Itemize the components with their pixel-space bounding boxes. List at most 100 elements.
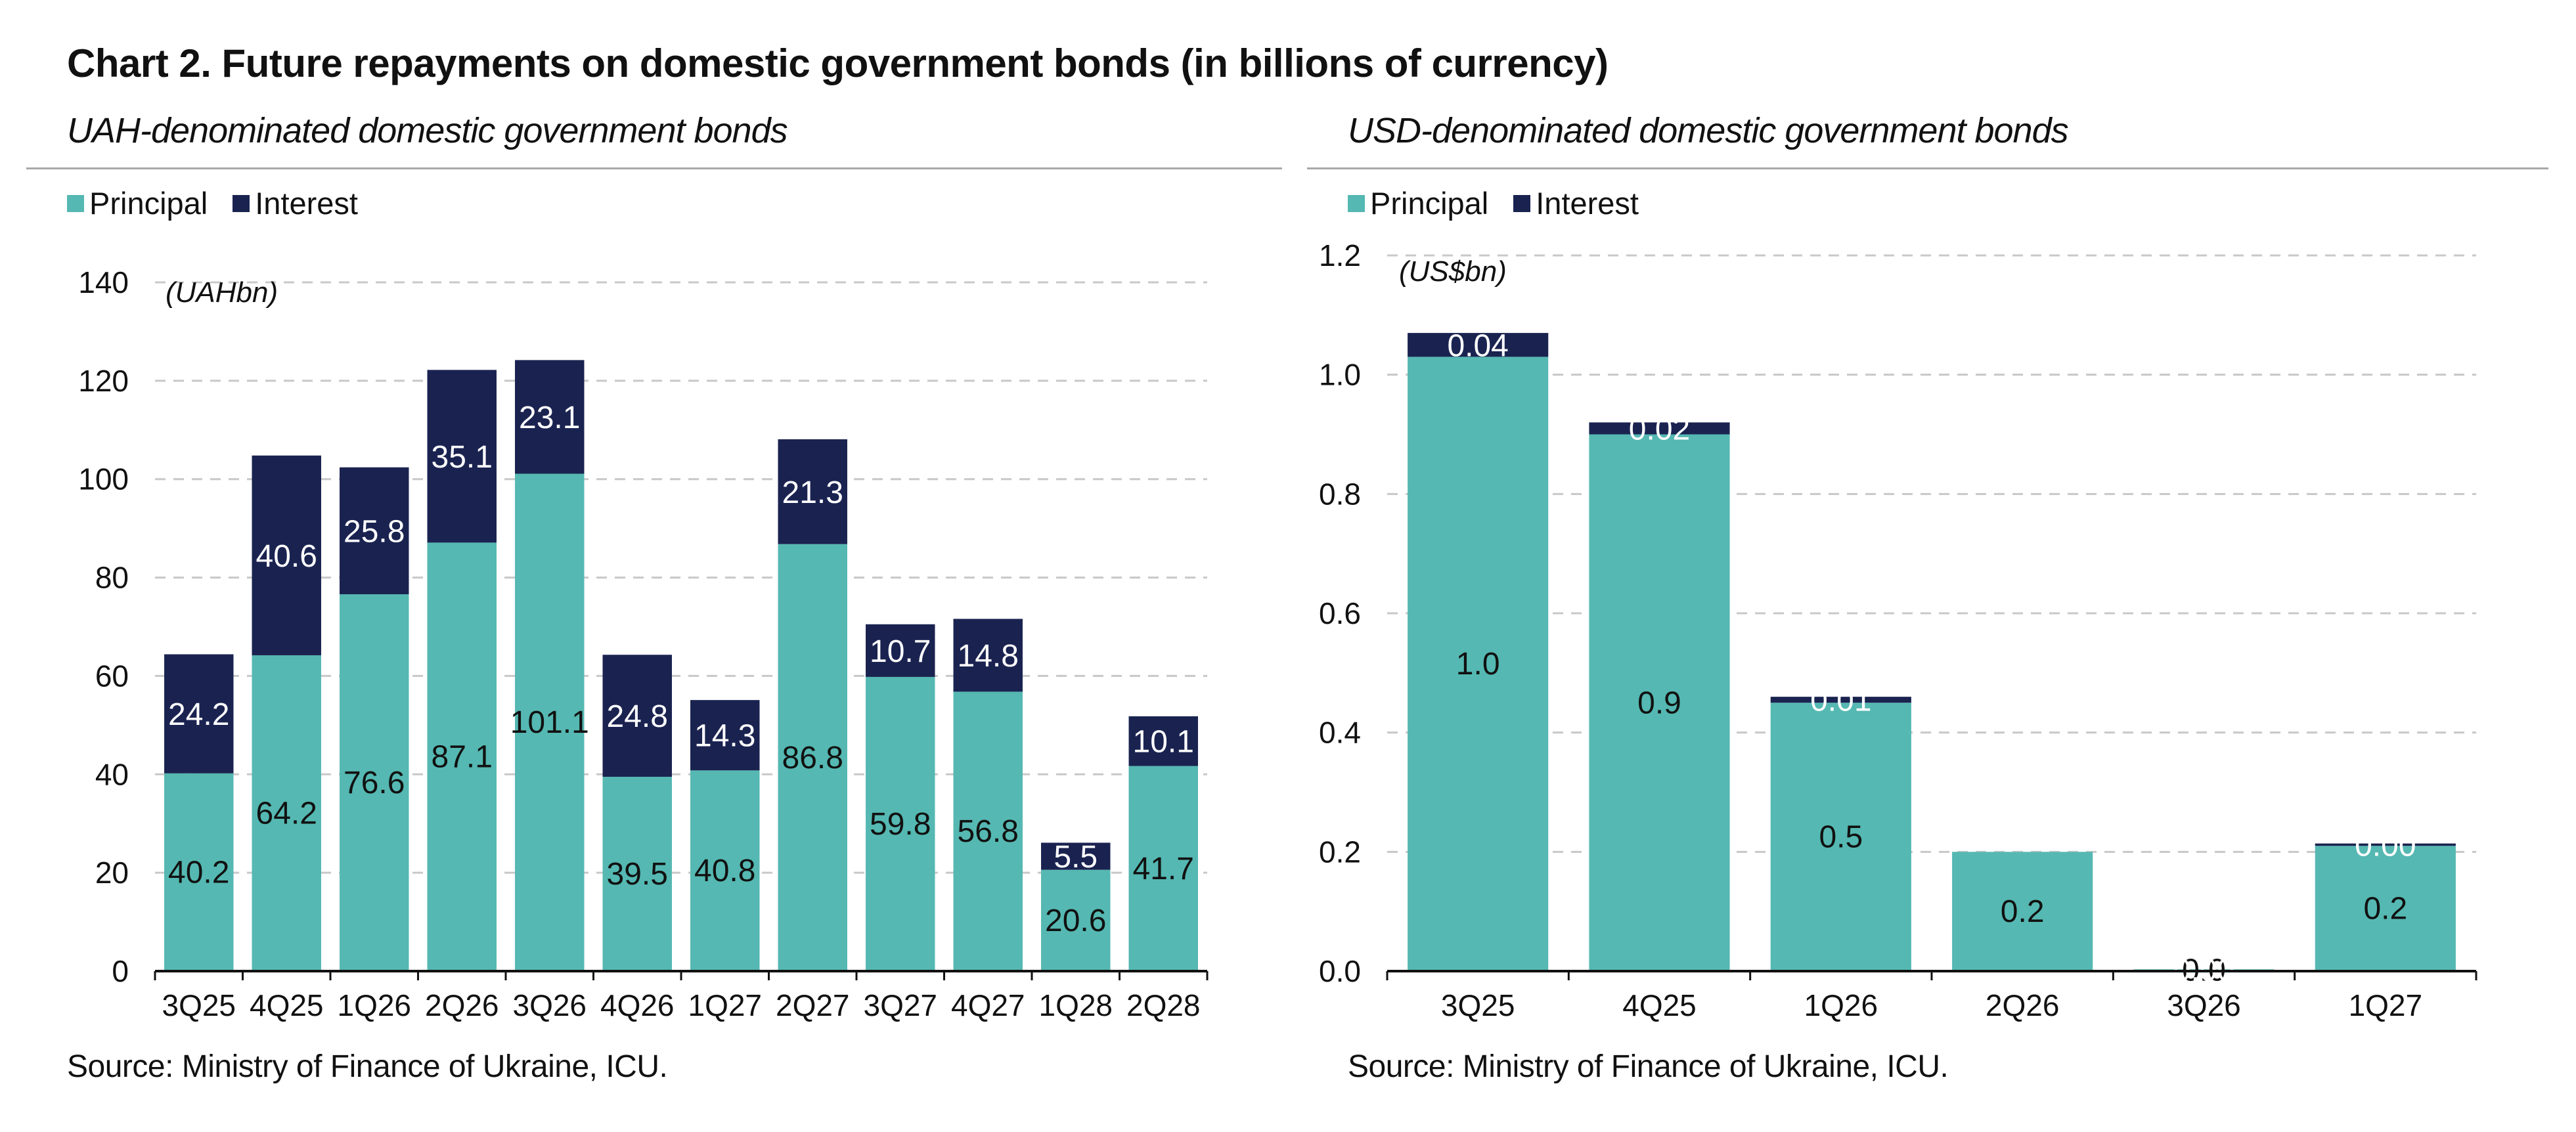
data-label-principal: 40.2 xyxy=(168,855,229,890)
data-label-principal: 101.1 xyxy=(510,705,589,740)
chart-title: Chart 2. Future repayments on domestic g… xyxy=(67,41,1609,85)
data-label-principal: 40.8 xyxy=(694,854,755,888)
data-label-interest: 0.04 xyxy=(1447,328,1508,363)
data-label-interest: 24.8 xyxy=(607,699,668,734)
y-tick-label: 0.0 xyxy=(1319,954,1361,988)
bar-interest xyxy=(340,467,409,595)
bar-principal xyxy=(2315,846,2456,971)
x-tick-label: 4Q26 xyxy=(600,988,675,1022)
left-panel-subtitle: UAH-denominated domestic government bond… xyxy=(67,111,788,150)
data-label-interest: 25.8 xyxy=(344,514,405,549)
y-tick-label: 0.4 xyxy=(1319,716,1361,750)
x-tick-label: 2Q26 xyxy=(1986,988,2060,1022)
data-label-principal: 1.0 xyxy=(1456,647,1500,682)
y-tick-label: 0.2 xyxy=(1319,835,1361,869)
data-label-principal: 56.8 xyxy=(958,814,1019,849)
data-label-principal: 20.6 xyxy=(1045,903,1106,938)
y-unit-label: (UAHbn) xyxy=(166,276,278,309)
bar-principal xyxy=(1770,703,1911,971)
right-legend-interest: Interest xyxy=(1513,185,1639,221)
data-label-interest: 24.2 xyxy=(168,697,229,732)
x-tick-label: 1Q26 xyxy=(337,988,411,1022)
data-label-interest: 5.5 xyxy=(1054,840,1098,875)
x-tick-label: 1Q28 xyxy=(1038,988,1113,1022)
bar-interest xyxy=(602,655,672,777)
bar-principal xyxy=(1408,357,1549,971)
bar-interest xyxy=(778,439,847,544)
y-tick-label: 80 xyxy=(95,561,129,595)
data-label-principal: 76.6 xyxy=(344,766,405,800)
data-label-interest: 23.1 xyxy=(519,401,580,435)
x-tick-label: 3Q26 xyxy=(512,988,587,1022)
bar-principal xyxy=(778,544,847,971)
y-tick-label: 120 xyxy=(78,364,129,398)
data-label-interest: 40.6 xyxy=(256,539,317,574)
principal-swatch xyxy=(1348,194,1365,212)
x-tick-label: 3Q25 xyxy=(162,988,236,1022)
bar-interest xyxy=(1589,422,1730,435)
left-legend-principal-label: Principal xyxy=(89,186,208,221)
data-label-interest: 10.1 xyxy=(1133,725,1194,760)
data-label-interest: 35.1 xyxy=(432,440,493,475)
bar-principal xyxy=(602,777,672,971)
x-tick-label: 2Q27 xyxy=(776,988,850,1022)
left-panel-rule xyxy=(26,167,1282,169)
data-label-principal: 0.9 xyxy=(1637,686,1681,720)
x-tick-label: 1Q27 xyxy=(688,988,762,1022)
bar-interest xyxy=(164,654,234,773)
x-tick-label: 2Q26 xyxy=(425,988,499,1022)
x-tick-label: 3Q26 xyxy=(2167,988,2241,1022)
y-tick-label: 0 xyxy=(112,954,129,988)
x-tick-label: 1Q26 xyxy=(1804,988,1878,1022)
y-unit-label: (US$bn) xyxy=(1399,255,1507,288)
bar-interest xyxy=(690,700,760,771)
bar-interest xyxy=(1770,697,1911,703)
data-label-principal: 64.2 xyxy=(256,796,317,831)
right-source-note: Source: Ministry of Finance of Ukraine, … xyxy=(1348,1049,1949,1084)
bar-principal xyxy=(515,473,585,971)
x-tick-label: 4Q25 xyxy=(250,988,324,1022)
right-legend: Principal Interest xyxy=(1348,185,1664,221)
y-tick-label: 1.0 xyxy=(1319,358,1361,392)
y-tick-label: 60 xyxy=(95,659,129,693)
data-label-interest: 14.8 xyxy=(958,639,1019,674)
y-tick-label: 0.8 xyxy=(1319,477,1361,511)
data-label-interest: 14.3 xyxy=(694,719,755,754)
bar-principal xyxy=(252,655,321,971)
data-label-principal: 87.1 xyxy=(432,740,493,775)
bar-interest xyxy=(953,619,1023,692)
bar-principal xyxy=(340,594,409,971)
data-label-interest: 0.00 xyxy=(2355,828,2416,863)
bar-principal xyxy=(427,542,497,971)
data-label-principal: 0.5 xyxy=(1819,820,1863,855)
interest-swatch xyxy=(233,194,250,212)
data-label-interest: 10.7 xyxy=(870,634,931,669)
bar-interest xyxy=(2315,843,2456,846)
data-label-interest: 21.3 xyxy=(782,475,843,510)
y-tick-label: 0.6 xyxy=(1319,596,1361,630)
bar-interest xyxy=(1041,842,1111,870)
left-source-note: Source: Ministry of Finance of Ukraine, … xyxy=(67,1049,668,1084)
data-label-principal: 41.7 xyxy=(1133,852,1194,886)
x-tick-label: 4Q25 xyxy=(1622,988,1697,1022)
principal-swatch xyxy=(67,194,84,212)
x-tick-label: 2Q28 xyxy=(1126,988,1201,1022)
bar-interest xyxy=(866,624,935,677)
bar-principal xyxy=(1041,869,1111,971)
x-tick-label: 1Q27 xyxy=(2349,988,2423,1022)
right-panel-subtitle: USD-denominated domestic government bond… xyxy=(1348,111,2069,150)
y-tick-label: 1.2 xyxy=(1319,238,1361,272)
bar-principal xyxy=(953,691,1023,971)
data-label-principal: 0.2 xyxy=(2363,892,2407,926)
left-legend-interest-label: Interest xyxy=(255,186,358,221)
data-label-principal: 39.5 xyxy=(607,857,668,892)
bar-principal xyxy=(1128,766,1198,971)
bar-principal xyxy=(690,770,760,971)
right-legend-principal: Principal xyxy=(1348,185,1488,221)
data-label-interest: 0.01 xyxy=(1810,684,1871,718)
x-tick-label: 4Q27 xyxy=(951,988,1025,1022)
data-label-principal: 0.2 xyxy=(2001,894,2045,929)
bar-principal xyxy=(164,773,234,971)
y-tick-label: 100 xyxy=(78,462,129,496)
